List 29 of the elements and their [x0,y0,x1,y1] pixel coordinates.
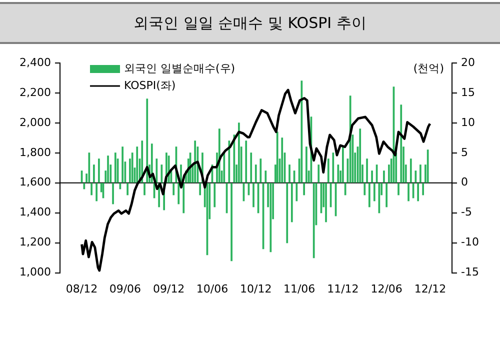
x-tick-label: 10/06 [196,282,228,296]
y-tick-label: 1,600 [20,176,51,189]
y-tick-label: 1,200 [20,236,51,249]
y-tick-label: 1,400 [20,206,51,219]
x-tick-label: 08/12 [66,282,98,296]
y2-tick-label: 0 [461,176,468,189]
x-tick-label: 09/06 [109,282,142,296]
y2-tick-label: 15 [461,86,475,99]
y-tick-label: 2,200 [20,86,51,99]
y2-tick-label: 10 [461,116,475,129]
y2-tick-label: -5 [461,206,472,219]
y2-tick-label: -10 [461,236,479,249]
y2-tick-label: 5 [461,146,468,159]
x-tick-label: 12/12 [414,282,446,296]
x-tick-label: 10/12 [240,282,272,296]
y2-tick-label: 20 [461,56,475,69]
legend-label: 외국인 일별순매수(우) [124,62,236,75]
chart-title: 외국인 일일 순매수 및 KOSPI 추이 [0,2,500,44]
y-tick-label: 2,400 [20,56,51,69]
y2-tick-label: -15 [461,266,479,279]
y-tick-label: 2,000 [20,116,51,129]
y2-axis-title: (천억) [413,62,444,75]
x-tick-label: 12/06 [370,282,402,296]
y-tick-label: 1,000 [20,266,51,279]
y-tick-label: 1,800 [20,146,51,159]
legend-label: KOSPI(좌) [124,78,176,92]
x-tick-label: 09/12 [152,282,185,296]
x-tick-label: 11/12 [327,282,359,296]
x-tick-label: 11/06 [283,282,316,296]
